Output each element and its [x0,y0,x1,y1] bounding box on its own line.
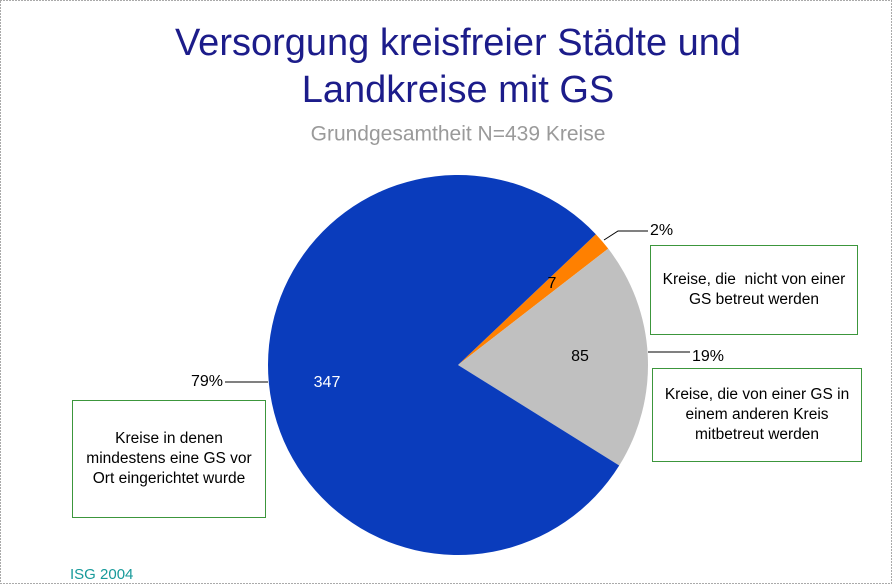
pie-slice [458,248,648,466]
slice-value-label: 85 [571,348,589,365]
category-box: Kreise, die nicht von einer GS betreut w… [650,245,858,335]
pie-slice [458,234,609,365]
slice-value-label: 7 [548,275,557,292]
chart-title: Landkreise mit GS [302,69,615,111]
chart-subtitle: Grundgesamtheit N=439 Kreise [311,123,606,146]
chart-title: Versorgung kreisfreier Städte und [175,22,741,64]
slice-value-label: 347 [314,374,341,391]
pie-slice [267,174,620,555]
share-label: 79% [191,373,223,390]
category-box: Kreise in denen mindestens eine GS vor O… [72,400,266,518]
category-box: Kreise, die von einer GS in einem andere… [652,368,862,462]
share-label: 19% [692,348,724,365]
leader-line [603,230,648,241]
source: ISG 2004 [70,566,133,583]
share-label: 2% [650,222,673,239]
